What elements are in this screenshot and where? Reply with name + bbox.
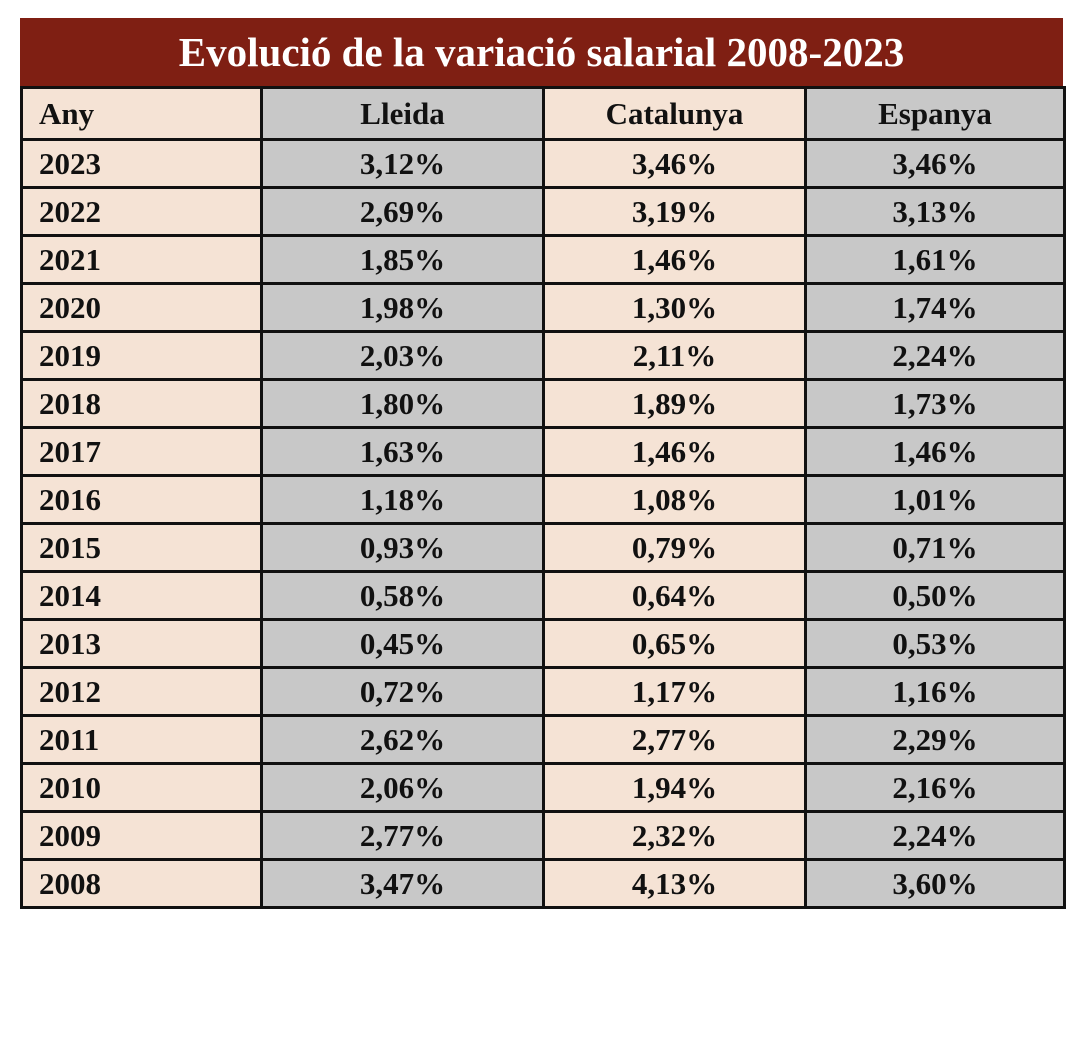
cell-year: 2008 (20, 858, 263, 909)
cell-year: 2016 (20, 474, 263, 525)
cell-lleida: 3,47% (260, 858, 545, 909)
cell-year: 2012 (20, 666, 263, 717)
cell-espanya: 1,73% (804, 378, 1066, 429)
table-row: 2020 1,98% 1,30% 1,74% (20, 282, 1066, 333)
cell-lleida: 1,63% (260, 426, 545, 477)
table-row: 2010 2,06% 1,94% 2,16% (20, 762, 1066, 813)
cell-catalunya: 2,77% (542, 714, 807, 765)
cell-lleida: 1,18% (260, 474, 545, 525)
table-row: 2014 0,58% 0,64% 0,50% (20, 570, 1066, 621)
cell-lleida: 2,62% (260, 714, 545, 765)
cell-year: 2023 (20, 138, 263, 189)
header-year: Any (20, 86, 263, 141)
cell-lleida: 0,93% (260, 522, 545, 573)
cell-catalunya: 2,11% (542, 330, 807, 381)
salary-table-frame: Evolució de la variació salarial 2008-20… (20, 18, 1066, 909)
cell-lleida: 2,06% (260, 762, 545, 813)
cell-catalunya: 1,30% (542, 282, 807, 333)
header-lleida: Lleida (260, 86, 545, 141)
cell-catalunya: 1,17% (542, 666, 807, 717)
table-row: 2021 1,85% 1,46% 1,61% (20, 234, 1066, 285)
cell-espanya: 0,71% (804, 522, 1066, 573)
cell-year: 2021 (20, 234, 263, 285)
table-row: 2022 2,69% 3,19% 3,13% (20, 186, 1066, 237)
cell-catalunya: 0,79% (542, 522, 807, 573)
table-row: 2012 0,72% 1,17% 1,16% (20, 666, 1066, 717)
table-row: 2023 3,12% 3,46% 3,46% (20, 138, 1066, 189)
cell-espanya: 3,60% (804, 858, 1066, 909)
cell-espanya: 2,24% (804, 810, 1066, 861)
cell-espanya: 3,13% (804, 186, 1066, 237)
cell-lleida: 1,85% (260, 234, 545, 285)
cell-catalunya: 0,64% (542, 570, 807, 621)
header-row: Any Lleida Catalunya Espanya (20, 86, 1066, 141)
cell-catalunya: 1,94% (542, 762, 807, 813)
header-catalunya: Catalunya (542, 86, 807, 141)
cell-catalunya: 0,65% (542, 618, 807, 669)
cell-lleida: 0,45% (260, 618, 545, 669)
cell-catalunya: 4,13% (542, 858, 807, 909)
cell-espanya: 0,50% (804, 570, 1066, 621)
cell-espanya: 2,24% (804, 330, 1066, 381)
cell-year: 2022 (20, 186, 263, 237)
table-title: Evolució de la variació salarial 2008-20… (20, 18, 1063, 86)
cell-lleida: 0,58% (260, 570, 545, 621)
cell-espanya: 3,46% (804, 138, 1066, 189)
table-row: 2015 0,93% 0,79% 0,71% (20, 522, 1066, 573)
cell-year: 2015 (20, 522, 263, 573)
table-row: 2017 1,63% 1,46% 1,46% (20, 426, 1066, 477)
cell-espanya: 1,74% (804, 282, 1066, 333)
header-espanya: Espanya (804, 86, 1066, 141)
table-row: 2016 1,18% 1,08% 1,01% (20, 474, 1066, 525)
cell-espanya: 1,16% (804, 666, 1066, 717)
cell-lleida: 1,98% (260, 282, 545, 333)
cell-year: 2019 (20, 330, 263, 381)
cell-espanya: 0,53% (804, 618, 1066, 669)
cell-year: 2010 (20, 762, 263, 813)
table-row: 2018 1,80% 1,89% 1,73% (20, 378, 1066, 429)
table-row: 2011 2,62% 2,77% 2,29% (20, 714, 1066, 765)
cell-catalunya: 2,32% (542, 810, 807, 861)
salary-variation-table: Any Lleida Catalunya Espanya 2023 3,12% 3,… (20, 86, 1066, 909)
table-row: 2019 2,03% 2,11% 2,24% (20, 330, 1066, 381)
cell-catalunya: 1,46% (542, 234, 807, 285)
cell-lleida: 2,69% (260, 186, 545, 237)
table-row: 2008 3,47% 4,13% 3,60% (20, 858, 1066, 909)
table-row: 2009 2,77% 2,32% 2,24% (20, 810, 1066, 861)
table-body: 2023 3,12% 3,46% 3,46% 2022 2,69% 3,19% 3,13% 20… (20, 138, 1066, 909)
cell-lleida: 0,72% (260, 666, 545, 717)
cell-espanya: 1,46% (804, 426, 1066, 477)
cell-catalunya: 1,89% (542, 378, 807, 429)
cell-espanya: 2,16% (804, 762, 1066, 813)
cell-year: 2017 (20, 426, 263, 477)
cell-catalunya: 1,08% (542, 474, 807, 525)
cell-lleida: 1,80% (260, 378, 545, 429)
cell-lleida: 2,77% (260, 810, 545, 861)
cell-catalunya: 3,19% (542, 186, 807, 237)
cell-catalunya: 1,46% (542, 426, 807, 477)
cell-espanya: 1,61% (804, 234, 1066, 285)
cell-espanya: 2,29% (804, 714, 1066, 765)
cell-year: 2009 (20, 810, 263, 861)
cell-year: 2020 (20, 282, 263, 333)
cell-year: 2011 (20, 714, 263, 765)
cell-lleida: 3,12% (260, 138, 545, 189)
cell-espanya: 1,01% (804, 474, 1066, 525)
cell-lleida: 2,03% (260, 330, 545, 381)
table-row: 2013 0,45% 0,65% 0,53% (20, 618, 1066, 669)
cell-year: 2013 (20, 618, 263, 669)
cell-catalunya: 3,46% (542, 138, 807, 189)
cell-year: 2018 (20, 378, 263, 429)
cell-year: 2014 (20, 570, 263, 621)
